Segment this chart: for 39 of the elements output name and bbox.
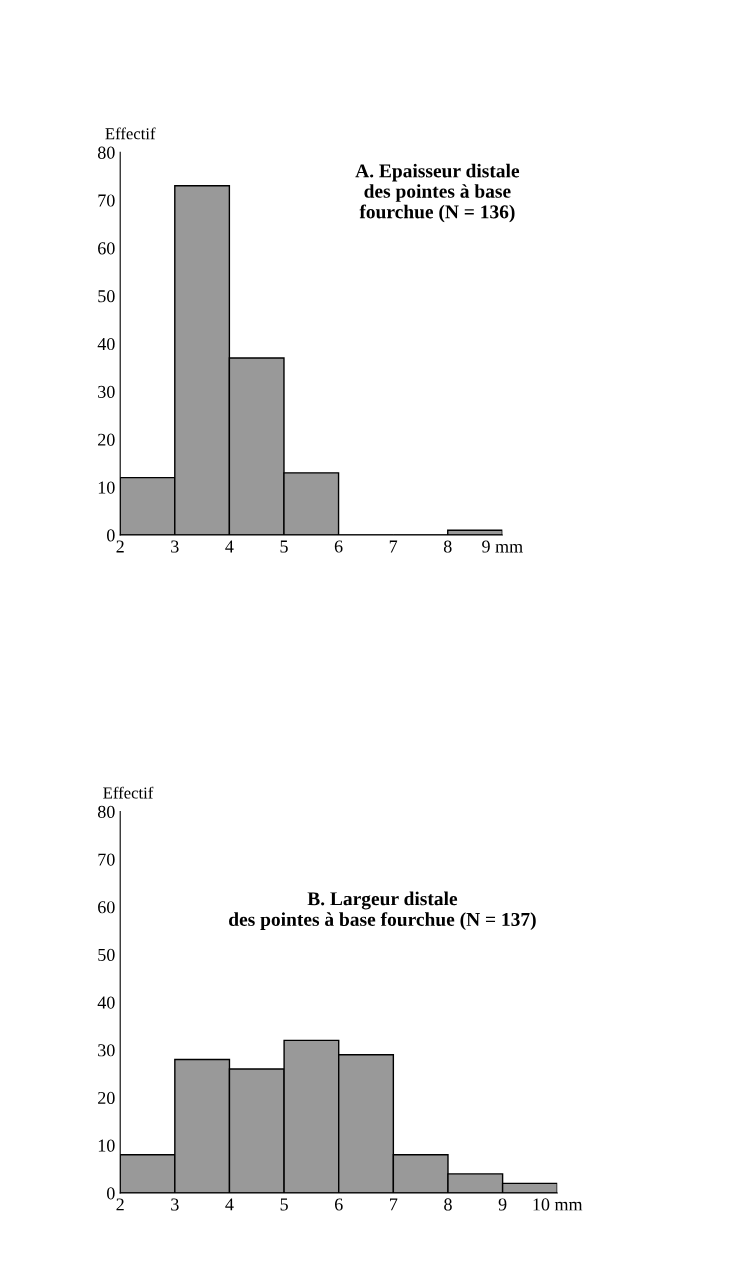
y-tick-label: 20 — [98, 433, 115, 446]
y-tick-label: 20 — [98, 1091, 115, 1105]
x-tick-label: 3 — [171, 1198, 179, 1211]
y-tick-label: 30 — [98, 385, 115, 398]
y-tick-label: 40 — [97, 337, 115, 351]
x-tick-label: 2 — [116, 1198, 124, 1211]
y-tick-label: 10 — [98, 1139, 115, 1152]
text: A. Epaisseur distale des pointes à base fourchue (N = 136) — [355, 163, 520, 223]
x-tick-label: 8 — [443, 540, 452, 553]
y-axis-title: Effectif — [103, 786, 154, 799]
x-tick-label: 6 — [334, 1198, 343, 1211]
x-tick-label: 2 — [116, 540, 124, 553]
text: B. Largeur distale des pointes à base fourchue (N = 137) — [229, 891, 536, 930]
x-tick-label: 7 — [390, 1198, 398, 1211]
y-tick-label: 80 — [97, 146, 115, 159]
y-tick-label: 70 — [98, 853, 115, 866]
x-tick-label: 8 — [444, 1198, 452, 1211]
x-tick-label: 5 — [280, 1198, 288, 1211]
y-tick-label: 50 — [98, 948, 115, 961]
x-tick-label: 4 — [225, 1198, 234, 1211]
y-tick-label: 30 — [98, 1044, 115, 1057]
y-tick-label: 0 — [107, 529, 115, 542]
x-tick-label: 5 — [280, 540, 288, 553]
y-tick-label: 60 — [98, 242, 115, 255]
y-axis-title: Effectif — [105, 127, 156, 140]
x-tick-label: 10 mm — [533, 1198, 583, 1211]
y-tick-label: 50 — [98, 290, 115, 303]
y-tick-label: 10 — [98, 481, 115, 494]
y-tick-label: 0 — [107, 1187, 115, 1200]
x-tick-label: 7 — [389, 540, 398, 553]
x-tick-label: 9 — [498, 1198, 507, 1211]
y-tick-label: 70 — [98, 194, 115, 207]
x-tick-label: 4 — [225, 540, 234, 553]
y-tick-label: 80 — [97, 805, 115, 818]
y-tick-label: 40 — [97, 996, 115, 1009]
x-tick-label: 6 — [334, 540, 343, 553]
y-tick-label: 60 — [98, 901, 115, 914]
x-tick-label: 3 — [171, 540, 179, 553]
x-tick-label: 9 mm — [482, 540, 523, 553]
